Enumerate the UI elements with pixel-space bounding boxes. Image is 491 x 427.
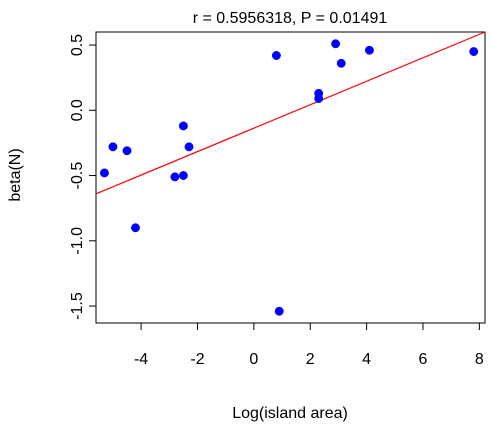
data-point	[469, 47, 479, 57]
y-tick-label: -0.5	[69, 162, 86, 190]
data-point	[122, 146, 132, 156]
data-point	[178, 171, 188, 180]
chart-title: r = 0.5956318, P = 0.01491	[193, 10, 388, 27]
regression-line	[95, 31, 486, 195]
data-point	[271, 51, 281, 60]
data-point	[131, 223, 140, 233]
x-tick-label: -4	[134, 351, 148, 368]
x-tick-label: 4	[362, 351, 371, 368]
data-point	[331, 39, 341, 49]
data-point	[170, 172, 180, 182]
x-tick-label: -2	[190, 351, 204, 368]
x-tick-label: 8	[475, 351, 484, 368]
data-point	[364, 45, 374, 55]
data-point	[184, 142, 194, 152]
x-tick-label: 0	[249, 351, 258, 368]
y-axis-label: beta(N)	[7, 148, 24, 201]
data-point	[274, 306, 284, 316]
data-point	[100, 168, 109, 178]
y-tick-label: -1.5	[69, 292, 86, 320]
plot-frame	[95, 31, 486, 324]
data-point	[336, 58, 346, 68]
y-tick-label: 0.0	[69, 99, 86, 121]
data-point	[178, 121, 188, 131]
x-tick-label: 6	[419, 351, 428, 368]
y-tick-label: -1.0	[69, 227, 86, 255]
x-axis-label: Log(island area)	[232, 405, 348, 422]
data-point	[108, 142, 118, 152]
data-point	[314, 94, 324, 104]
x-tick-label: 2	[306, 351, 315, 368]
y-tick-label: 0.5	[69, 34, 86, 56]
